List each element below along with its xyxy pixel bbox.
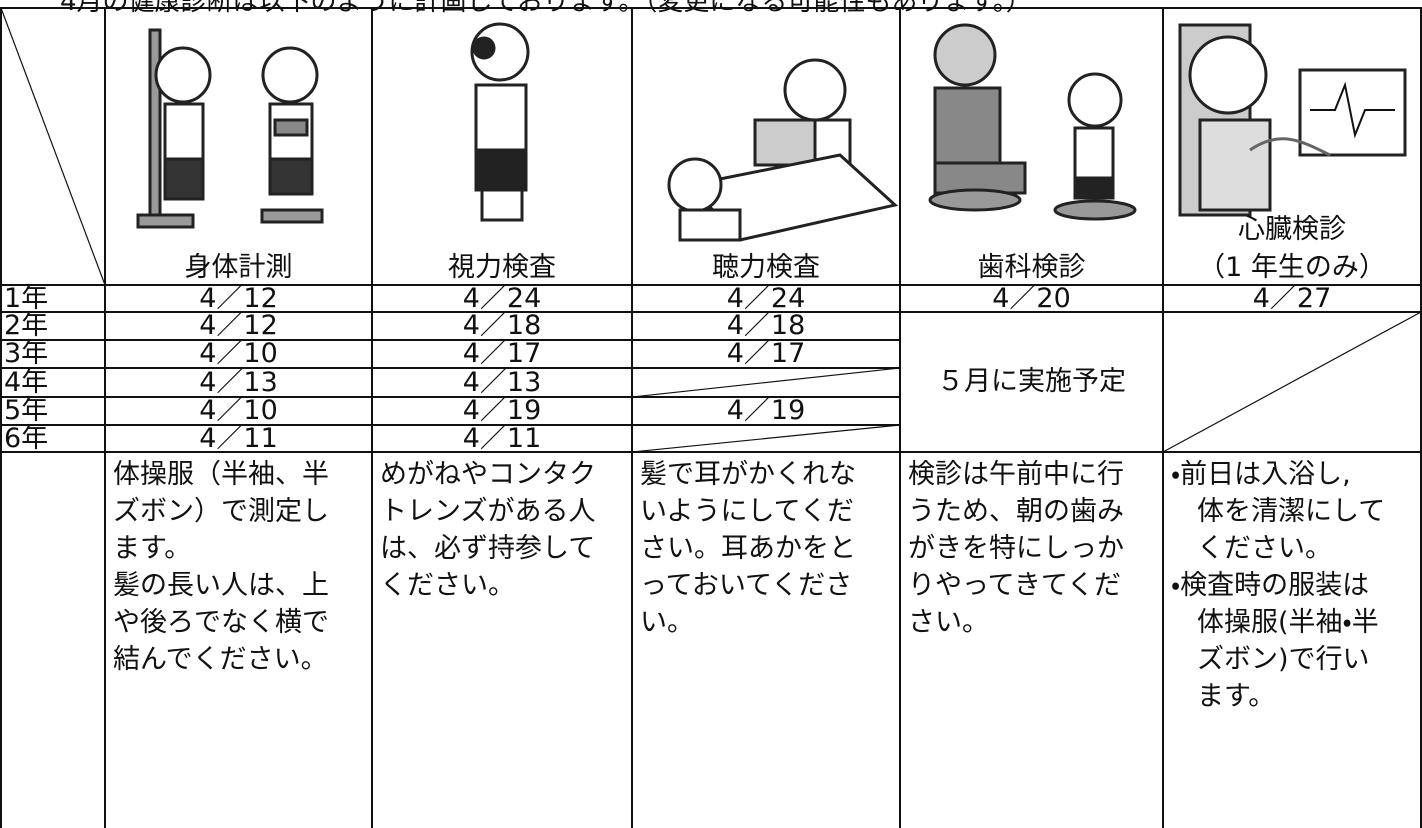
grade-label: 3年 [4, 338, 49, 369]
date-cell: 4／10 [199, 338, 278, 369]
merged-cell: ５月に実施予定 [937, 366, 1126, 397]
illustrations [136, 22, 1407, 242]
note-text: がきを特にしっか [908, 533, 1124, 564]
note-text: トレンズがある人 [380, 496, 596, 527]
grade-label: 1年 [4, 282, 49, 314]
note-text: ください。 [380, 570, 515, 601]
column-header: 視力検査 [448, 252, 556, 283]
note-text: ・検査時の服装は [1171, 570, 1370, 601]
column-header: 身体計測 [184, 252, 293, 283]
note-text: ズボン)で行い [1197, 644, 1370, 675]
date-cell: 4／17 [462, 338, 542, 369]
date-cell: 4／24 [462, 282, 542, 314]
date-cell: 4／10 [199, 395, 278, 426]
note-text: 検診は午前中に行 [908, 459, 1124, 490]
date-cell: 4／18 [726, 310, 806, 341]
date-cell: 4／27 [1252, 282, 1332, 314]
note-text: 体を清潔にして [1197, 496, 1386, 527]
note-text: 体操服(半袖・半 [1197, 607, 1379, 638]
note-text: さい。 [908, 607, 989, 638]
date-cell: 4／24 [726, 282, 806, 314]
grade-label: 2年 [4, 310, 49, 341]
note-text: いようにしてくだ [640, 496, 854, 527]
note-text: 髪の長い人は、上 [113, 570, 329, 601]
note-text: 体操服（半袖、半 [113, 459, 329, 490]
note-text: めがねやコンタク [380, 459, 596, 490]
date-cell: 4／12 [199, 310, 278, 341]
note-text: は、必ず持参して [380, 533, 596, 564]
note-text: ズボン）で測定し [113, 496, 329, 527]
note-text: い。 [640, 607, 694, 638]
note-text: うため、朝の歯み [908, 496, 1124, 527]
note-text: さい。耳あかをと [640, 533, 856, 564]
date-cell: 4／19 [462, 395, 542, 426]
date-cell: 4／17 [726, 338, 806, 369]
date-cell: 4／13 [199, 366, 278, 398]
date-cell: 4／12 [199, 282, 278, 314]
column-header: 心臓検診 [1238, 214, 1346, 245]
note-text: 髪で耳がかくれな [640, 459, 856, 490]
column-header: （1 年生のみ） [1198, 252, 1386, 283]
date-cell: 4／13 [462, 366, 542, 398]
date-cell: 4／18 [462, 310, 542, 341]
note-text: ください。 [1197, 533, 1332, 564]
note-text: ます。 [1197, 681, 1276, 712]
date-cell: 4／11 [199, 422, 278, 454]
note-text: りやってきてくだ [908, 570, 1122, 601]
note-text: ます。 [113, 533, 192, 564]
grid-lines [0, 7, 1422, 828]
column-header: 歯科検診 [977, 252, 1086, 283]
note-text: や後ろでなく横で [113, 607, 329, 638]
note-text: ・前日は入浴し, [1171, 459, 1351, 490]
column-header: 聴力検査 [712, 252, 820, 283]
note-text: 結んでください。 [113, 644, 328, 675]
grade-label: 5年 [4, 395, 49, 426]
grade-label: 4年 [4, 366, 49, 398]
date-cell: 4／20 [992, 282, 1071, 314]
note-text: っておいてくださ [640, 570, 853, 601]
grade-label: 6年 [4, 422, 49, 454]
date-cell: 4／19 [726, 395, 806, 426]
date-cell: 4／11 [462, 422, 542, 454]
